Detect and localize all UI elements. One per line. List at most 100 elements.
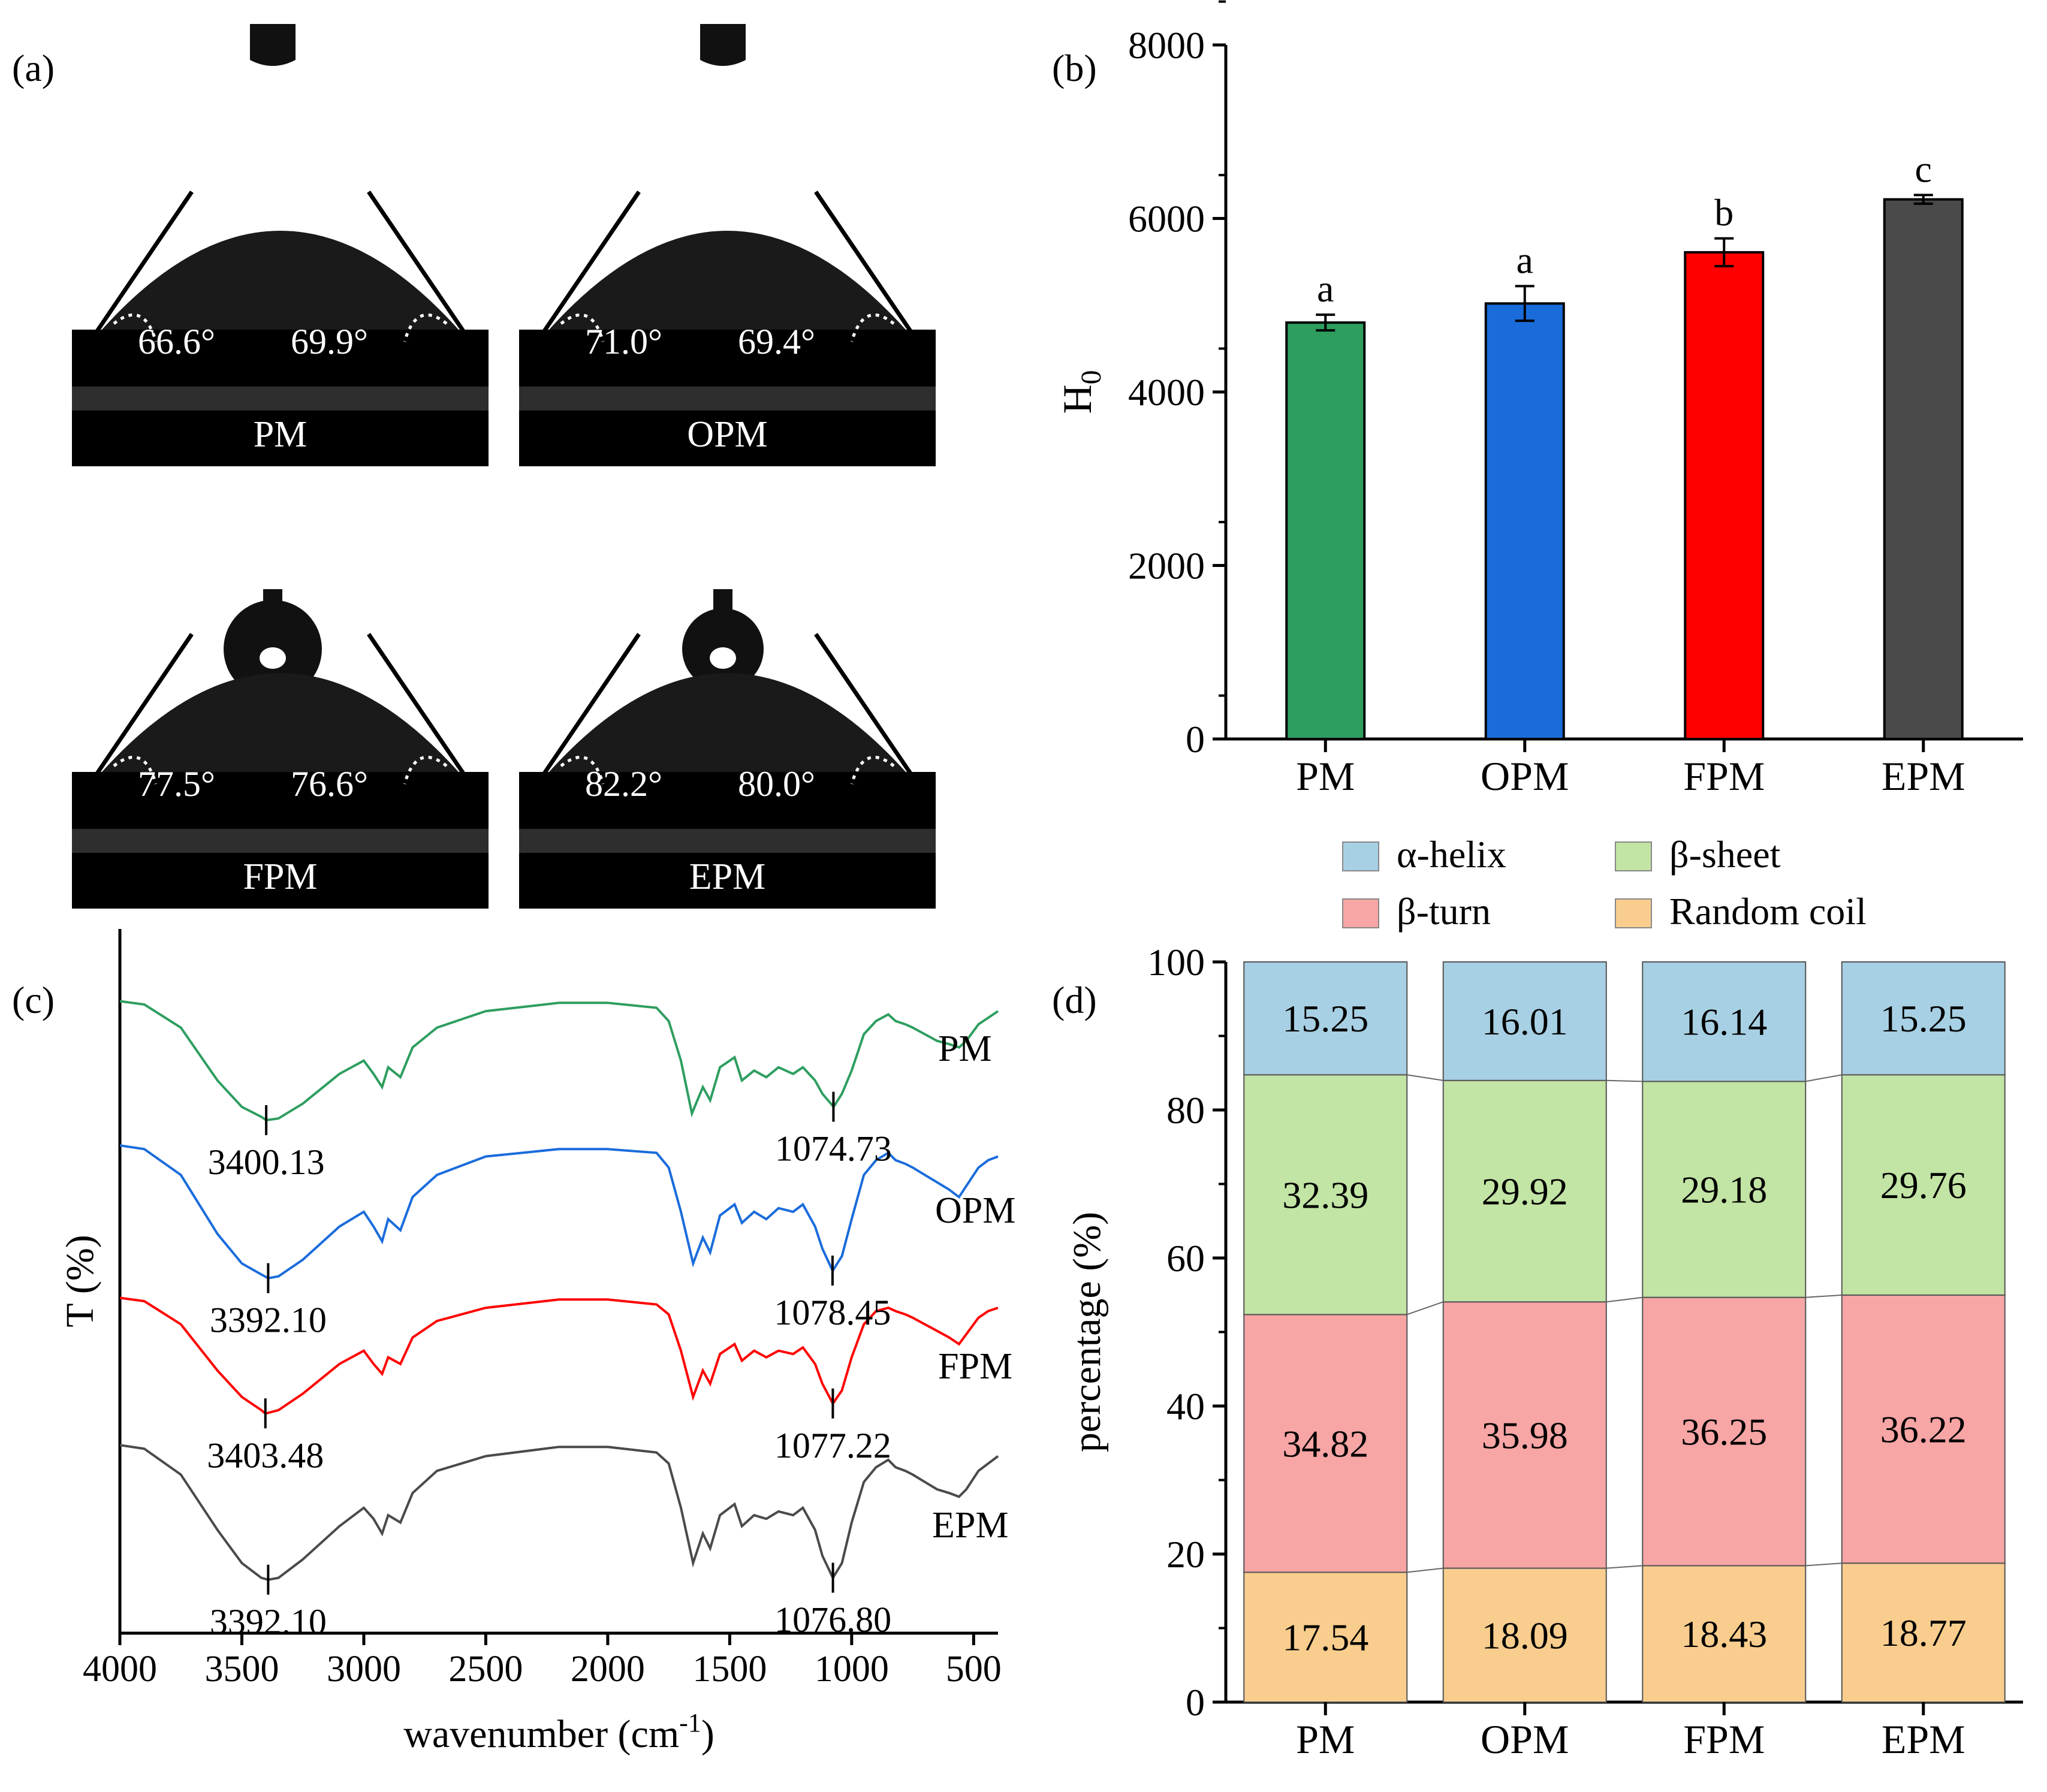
y-tick-label: 20 [1166, 1533, 1205, 1576]
segment-label: 36.25 [1681, 1411, 1767, 1453]
contact-angle-left: 66.6° [138, 322, 215, 361]
segment-label: 34.82 [1282, 1422, 1368, 1465]
legend-label: β-turn [1397, 890, 1491, 933]
segment-label: 32.39 [1282, 1173, 1368, 1216]
peak-label: 1078.45 [774, 1293, 891, 1332]
angle-arc-left [560, 313, 605, 342]
contact-angle-right: 76.6° [291, 764, 368, 804]
segment-beta-sheet [1642, 1081, 1807, 1298]
segment-label: 18.77 [1880, 1612, 1967, 1654]
y-tick-label: 0 [1186, 718, 1205, 761]
peak-label: 3392.10 [210, 1301, 327, 1340]
legend-swatch-beta-sheet [1615, 841, 1652, 871]
peak-label: 1076.80 [774, 1600, 891, 1640]
peak-label: 1074.73 [775, 1129, 892, 1169]
stack-connector [1407, 1567, 1443, 1573]
angle-arc-right [850, 313, 895, 342]
y-axis-label: T (%) [58, 1235, 102, 1328]
y-tick-label: 0 [1186, 1681, 1205, 1724]
sample-name: EPM [689, 856, 765, 897]
sample-name: FPM [243, 856, 317, 897]
series-label: OPM [935, 1190, 1015, 1231]
droplet [102, 673, 459, 772]
segment-label: 15.25 [1282, 997, 1368, 1040]
segment-random-coil [1642, 1565, 1807, 1703]
contact-angle-right: 69.4° [738, 322, 815, 361]
x-tick-label: 3500 [204, 1649, 279, 1690]
substrate-band [72, 829, 489, 853]
substrate-band [72, 387, 489, 411]
significance-letter: a [1317, 267, 1334, 310]
y-axis-label: percentage (%) [1065, 1212, 1109, 1452]
segment-beta-turn [1442, 1301, 1607, 1569]
legend-label: β-sheet [1669, 833, 1781, 876]
segment-beta-turn [1841, 1294, 2006, 1564]
x-tick-label: 3000 [327, 1649, 401, 1690]
panel-label-c: (c) [12, 979, 55, 1021]
significance-letter: b [1714, 191, 1734, 234]
y-tick-label: 8000 [1128, 24, 1205, 67]
angle-arc-left [560, 755, 605, 785]
drop-highlight [260, 647, 286, 669]
substrate-band [519, 829, 936, 853]
y-tick-label: 40 [1166, 1385, 1205, 1428]
y-tick-label: 4000 [1128, 371, 1205, 414]
contact-angle-left: 77.5° [138, 764, 215, 804]
segment-alpha-helix [1243, 961, 1408, 1076]
series-label: PM [938, 1028, 992, 1069]
y-tick-label: 80 [1166, 1089, 1205, 1132]
panel-label-b: (b) [1052, 47, 1097, 89]
segment-beta-sheet [1442, 1079, 1607, 1303]
x-tick-label: 4000 [83, 1649, 157, 1690]
tangent-line-left [88, 191, 194, 343]
panel-label-d: (d) [1052, 979, 1097, 1021]
bar-pm [1285, 321, 1366, 740]
y-tick-label: 6000 [1128, 198, 1205, 240]
contact-angle-right: 80.0° [738, 764, 815, 804]
panel-c-ftir-spectra: (c) 4000 3500 3000 2500 2000 1500 1000 500 waven… [12, 929, 1015, 1756]
y-axis-label: H0 [1054, 370, 1107, 414]
x-tick-label: 1000 [815, 1649, 889, 1690]
segment-label: 16.14 [1681, 1001, 1767, 1043]
x-tick-label: OPM [1481, 753, 1569, 799]
series-label: EPM [932, 1505, 1008, 1546]
tangent-line-right [814, 633, 920, 785]
contact-angle-photo-fpm: 77.5° 76.6° FPM [72, 589, 489, 909]
bar-opm [1484, 302, 1565, 741]
bar-epm [1883, 198, 1964, 740]
y-tick-label: 100 [1147, 941, 1205, 984]
legend-swatch-alpha-helix [1342, 841, 1379, 871]
segment-label: 36.22 [1880, 1408, 1967, 1451]
x-tick-label: OPM [1481, 1716, 1569, 1762]
tangent-line-right [367, 191, 472, 343]
segment-alpha-helix [1442, 961, 1607, 1081]
segment-label: 18.09 [1482, 1614, 1568, 1657]
contact-angle-left: 82.2° [585, 764, 662, 804]
segment-label: 16.01 [1482, 1000, 1568, 1043]
contact-angle-photo-opm: 71.0° 69.4° OPM [519, 24, 936, 466]
peak-label: 3403.48 [207, 1435, 324, 1475]
segment-label: 29.92 [1482, 1170, 1568, 1212]
spectrum-fpm [119, 1296, 999, 1415]
spectrum-pm [119, 1000, 999, 1122]
angle-arc-right [403, 755, 448, 785]
x-tick-label: EPM [1882, 1716, 1965, 1762]
x-tick-label: 2500 [448, 1649, 523, 1690]
contact-angle-photo-pm: 66.6° 69.9° PM [72, 24, 489, 466]
tangent-line-left [88, 633, 194, 785]
y-tick-label: 60 [1166, 1237, 1205, 1280]
legend-swatch-random-coil [1615, 898, 1652, 928]
significance-letter: a [1517, 239, 1533, 281]
spectrum-opm [119, 1144, 999, 1280]
x-tick-label: 500 [946, 1649, 1002, 1690]
legend-label: Random coil [1669, 890, 1867, 933]
x-tick-label: FPM [1683, 753, 1765, 799]
sample-name: PM [254, 414, 307, 455]
contact-angle-right: 69.9° [291, 322, 368, 361]
angle-arc-left [113, 755, 158, 785]
segment-label: 35.98 [1482, 1414, 1568, 1456]
x-axis-label-superscript: -1 [679, 1708, 701, 1737]
series-label: FPM [938, 1346, 1012, 1387]
needle-tip [700, 24, 746, 66]
peak-label: 3392.10 [210, 1602, 327, 1642]
